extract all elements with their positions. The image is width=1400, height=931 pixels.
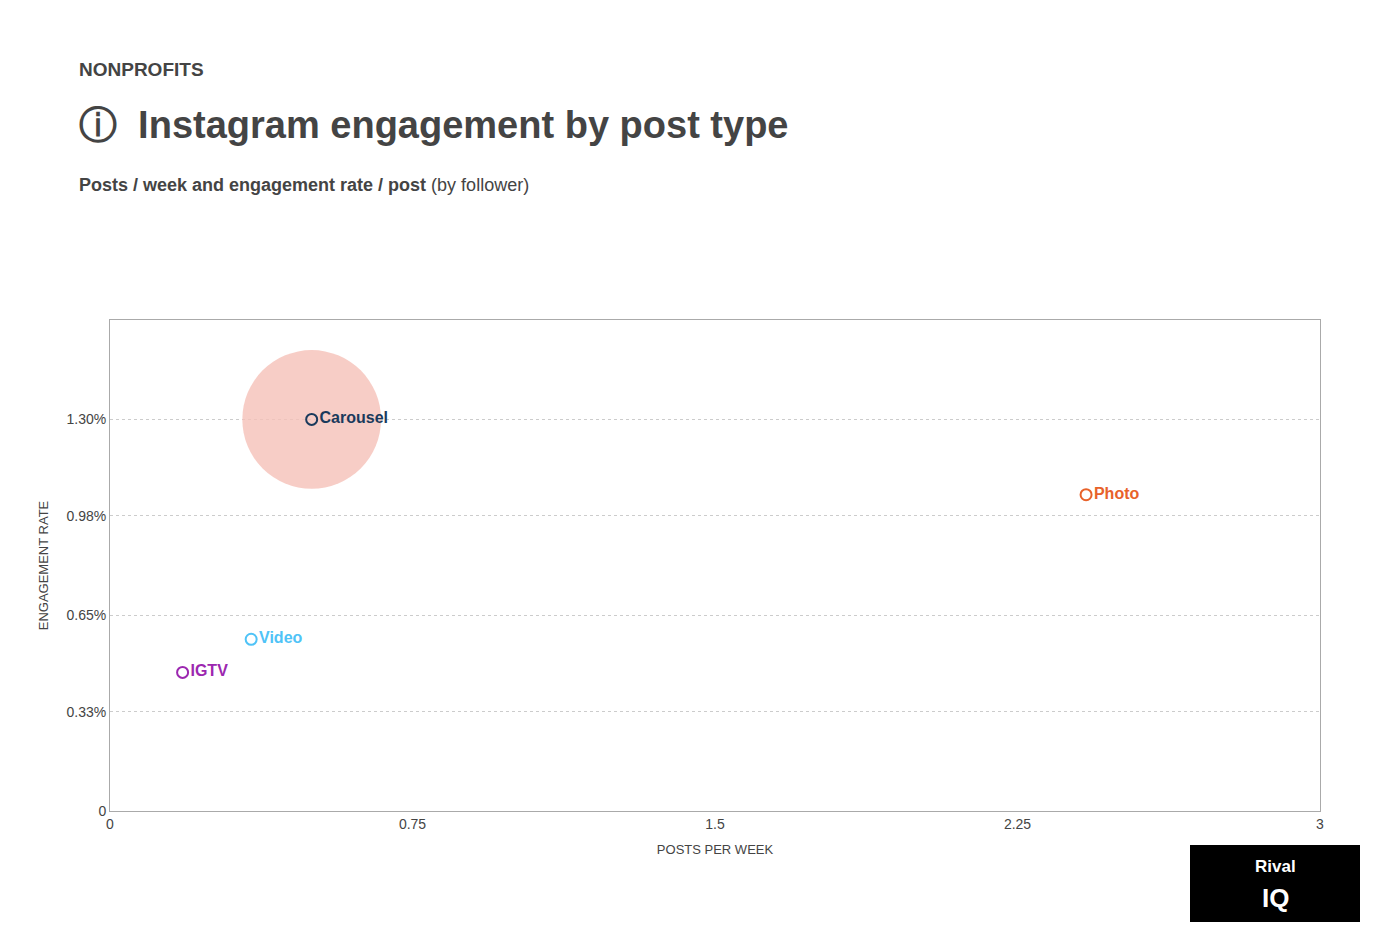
svg-text:IQ: IQ (1262, 883, 1289, 913)
svg-text:IGTV: IGTV (190, 662, 228, 679)
svg-text:Photo: Photo (1094, 485, 1140, 502)
svg-text:ENGAGEMENT RATE: ENGAGEMENT RATE (36, 500, 51, 630)
svg-text:0.33%: 0.33% (66, 704, 106, 720)
svg-text:1.30%: 1.30% (66, 411, 106, 427)
svg-text:0: 0 (106, 816, 114, 832)
svg-text:3: 3 (1316, 816, 1324, 832)
svg-text:0.75: 0.75 (399, 816, 426, 832)
svg-text:Rival: Rival (1255, 857, 1296, 876)
svg-text:Posts / week and engagement ra: Posts / week and engagement rate / post … (79, 175, 529, 195)
svg-text:1.5: 1.5 (705, 816, 725, 832)
svg-text:POSTS PER WEEK: POSTS PER WEEK (657, 842, 774, 857)
svg-text:Carousel: Carousel (320, 409, 388, 426)
svg-text:0: 0 (98, 803, 106, 819)
svg-text:NONPROFITS: NONPROFITS (79, 59, 204, 80)
svg-text:Video: Video (259, 629, 303, 646)
svg-text:ⓘ Instagram engagement by pos: ⓘ Instagram engagement by post type (79, 104, 788, 146)
svg-text:0.65%: 0.65% (66, 607, 106, 623)
svg-text:0.98%: 0.98% (66, 508, 106, 524)
svg-text:2.25: 2.25 (1004, 816, 1031, 832)
